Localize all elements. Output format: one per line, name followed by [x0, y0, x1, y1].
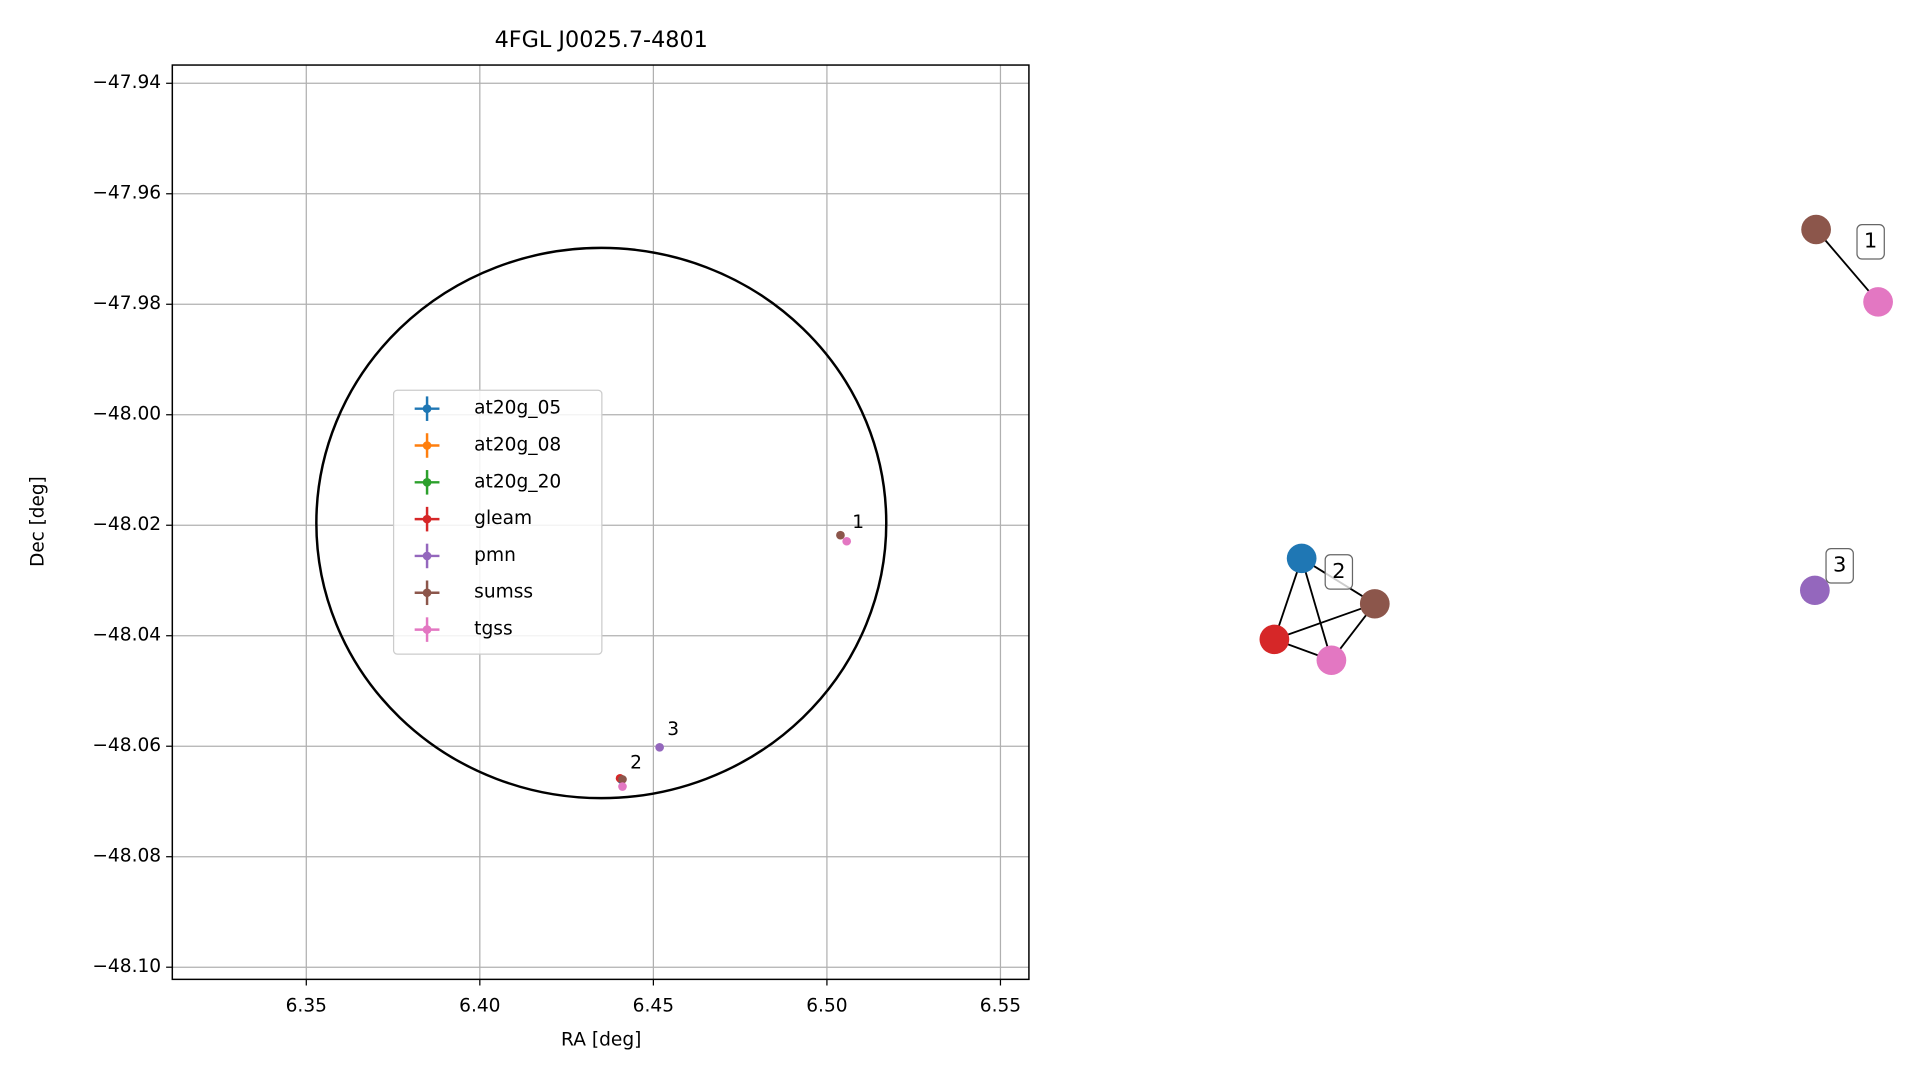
y-tick-label: −48.10	[92, 956, 161, 977]
y-tick-label: −48.02	[92, 514, 161, 535]
legend-marker	[422, 478, 432, 487]
legend-marker	[422, 514, 432, 524]
legend-label: gleam	[474, 508, 532, 529]
point	[618, 775, 627, 784]
point	[655, 743, 664, 752]
legend-box	[392, 389, 603, 655]
y-tick-label: −48.08	[92, 846, 161, 867]
edge	[1300, 558, 1333, 661]
node	[1863, 287, 1893, 317]
legend-marker	[422, 588, 432, 598]
node	[1286, 543, 1317, 574]
node	[1801, 214, 1831, 245]
group-label: 2	[1332, 559, 1345, 583]
node	[1359, 589, 1390, 619]
x-tick-label: 6.35	[286, 995, 327, 1016]
chart-title: 4FGL J0025.7-4801	[495, 27, 708, 53]
legend-label: tgss	[474, 619, 512, 640]
x-tick-label: 6.50	[806, 995, 847, 1016]
group-label: 1	[1864, 229, 1877, 253]
legend-marker	[422, 625, 432, 634]
x-axis-label: RA [deg]	[561, 1030, 641, 1051]
y-tick-label: −48.06	[92, 735, 161, 756]
legend-label: sumss	[474, 582, 533, 603]
legend-label: pmn	[474, 545, 516, 566]
error-ellipse	[315, 246, 888, 800]
point	[618, 782, 627, 791]
edge	[1815, 228, 1879, 303]
node	[1259, 624, 1290, 655]
y-tick-label: −47.96	[92, 183, 161, 204]
x-tick-label: 6.55	[980, 995, 1021, 1016]
legend-marker	[422, 551, 432, 561]
y-tick-label: −47.98	[92, 293, 161, 314]
group-label-box	[1324, 554, 1354, 590]
legend-label: at20g_20	[474, 471, 561, 492]
point	[836, 530, 845, 540]
y-tick-label: −47.94	[92, 72, 161, 93]
legend-label: at20g_08	[474, 435, 561, 456]
y-axis-label: Dec [deg]	[27, 476, 48, 567]
y-tick-label: −48.04	[92, 625, 161, 646]
legend-label: at20g_05	[474, 398, 561, 419]
annotation: 2	[630, 752, 642, 773]
x-tick-label: 6.45	[633, 995, 674, 1016]
point	[842, 536, 852, 546]
group-label: 3	[1833, 553, 1846, 577]
node	[1799, 575, 1830, 606]
legend-marker	[422, 441, 432, 450]
edge	[1274, 602, 1376, 641]
plot-frame	[171, 64, 1030, 981]
group-label-box	[1825, 547, 1854, 584]
group-label-box	[1856, 223, 1885, 260]
annotation: 3	[667, 719, 679, 740]
y-tick-label: −48.00	[92, 404, 161, 425]
x-tick-label: 6.40	[459, 995, 500, 1016]
node	[1316, 645, 1347, 675]
legend-marker	[422, 404, 432, 413]
annotation: 1	[852, 512, 864, 533]
